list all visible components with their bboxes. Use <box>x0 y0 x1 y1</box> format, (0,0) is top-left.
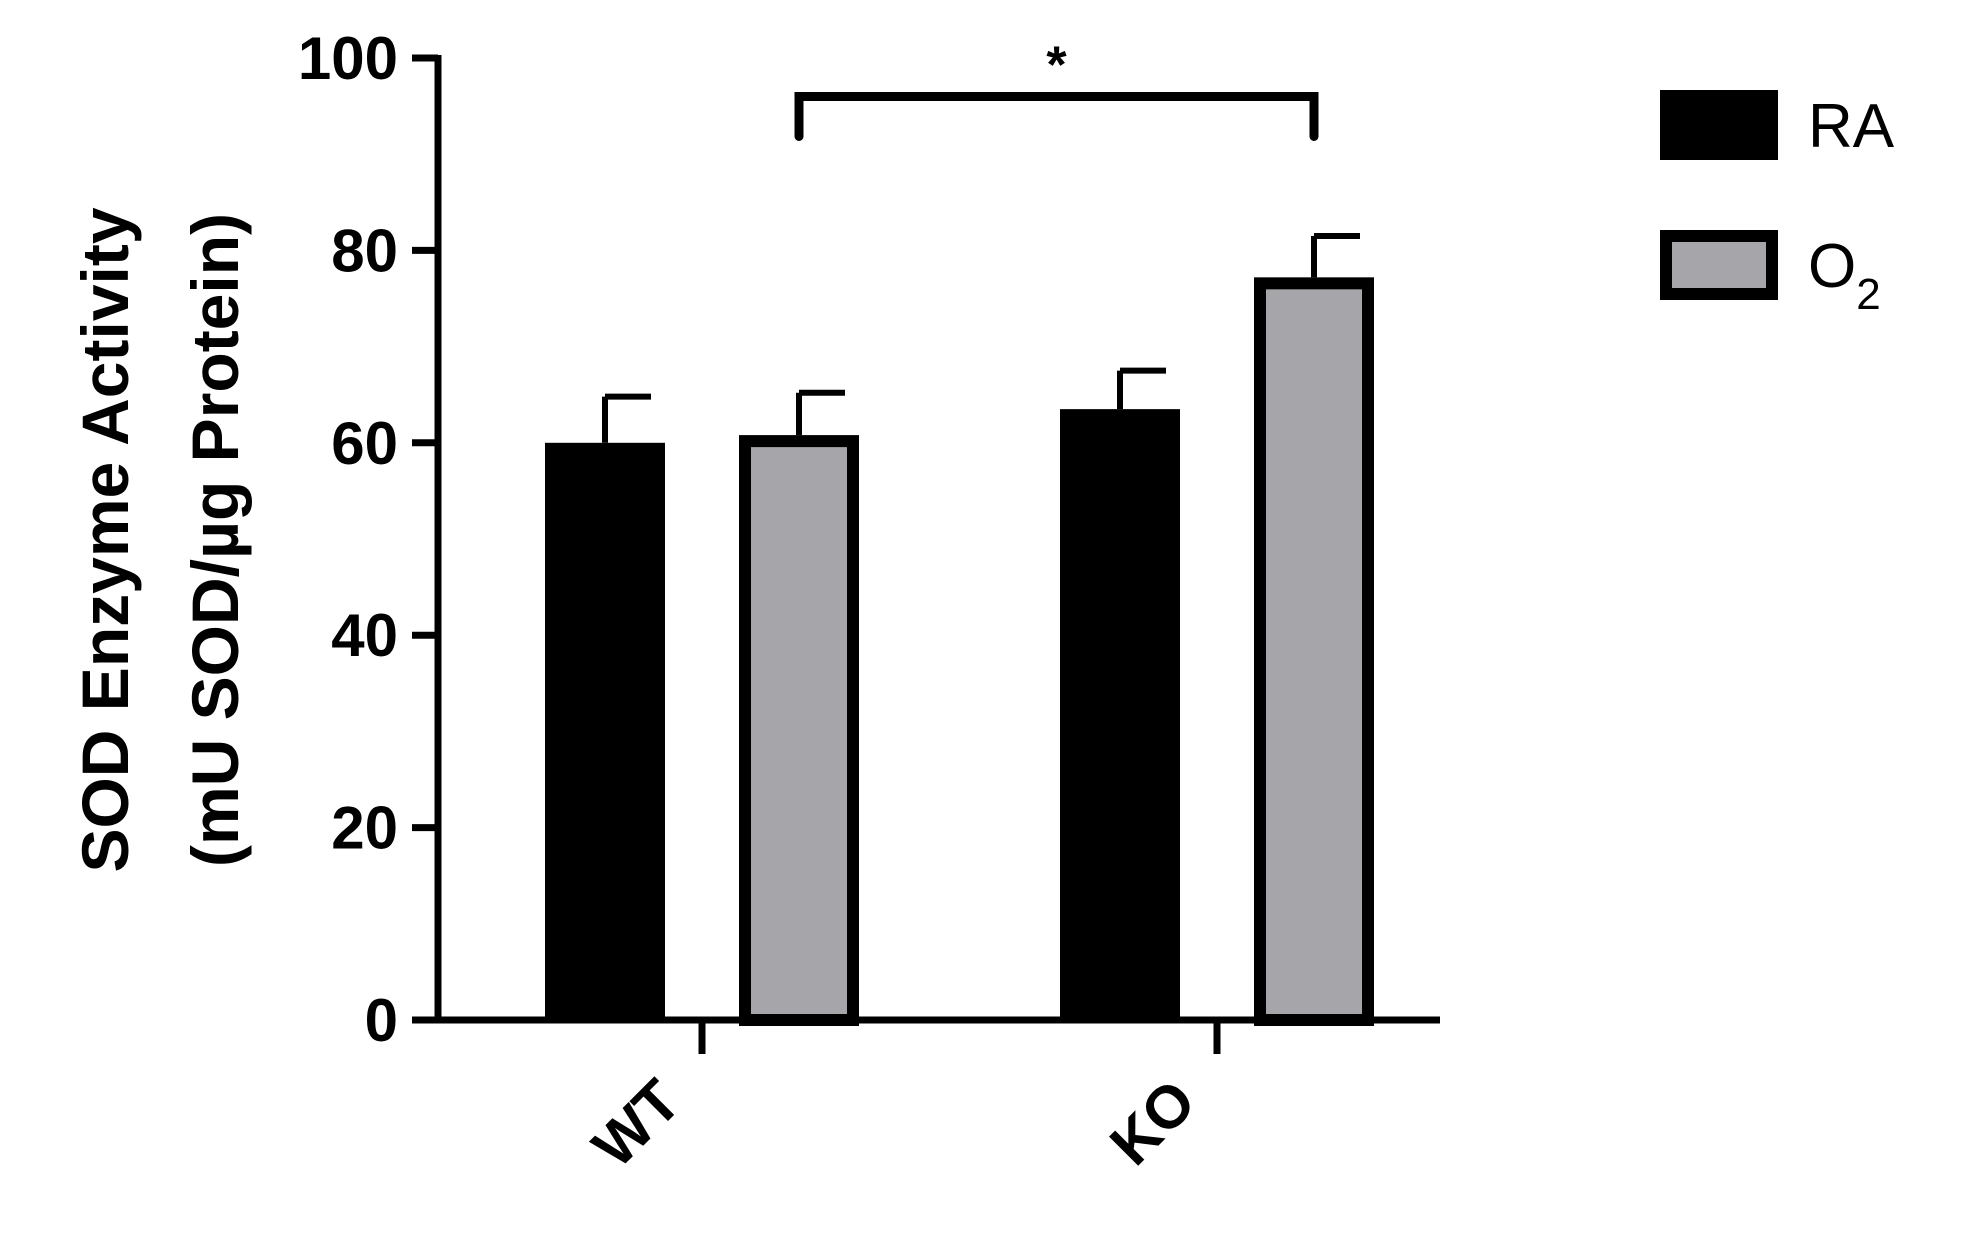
x-tick-label-ko: KO <box>1097 1067 1208 1178</box>
legend-swatch-o2 <box>1660 230 1778 300</box>
legend-swatch-ra <box>1660 90 1778 160</box>
legend-label-text: O <box>1808 232 1856 301</box>
y-tick-label: 100 <box>298 25 398 92</box>
bar-ra-wt <box>545 442 665 1020</box>
legend-label-subscript: 2 <box>1856 270 1880 319</box>
significance-label: * <box>1046 36 1067 94</box>
y-axis-label-units: (mU SOD/µg Protein) <box>178 213 252 867</box>
y-tick-label: 20 <box>331 795 398 862</box>
y-tick-label: 60 <box>331 410 398 477</box>
y-tick-label: 80 <box>331 217 398 284</box>
x-tick-label-wt: WT <box>580 1067 693 1180</box>
legend-label-text: RA <box>1808 92 1895 161</box>
bar-o2-ko <box>1254 277 1374 1026</box>
significance-bracket <box>794 91 1319 141</box>
legend-label-ra: RA <box>1808 92 1895 161</box>
y-tick-label: 40 <box>331 602 398 669</box>
bar-ra-ko <box>1060 409 1180 1020</box>
y-axis-label: SOD Enzyme Activity <box>68 207 142 872</box>
legend: RA O2 <box>1660 90 1895 319</box>
bar-o2-wt <box>739 435 859 1026</box>
axes: 0 20 40 60 80 100 <box>298 25 1440 1054</box>
legend-label-o2: O2 <box>1808 232 1881 319</box>
y-tick-label: 0 <box>365 987 398 1054</box>
bars <box>545 232 1374 1026</box>
